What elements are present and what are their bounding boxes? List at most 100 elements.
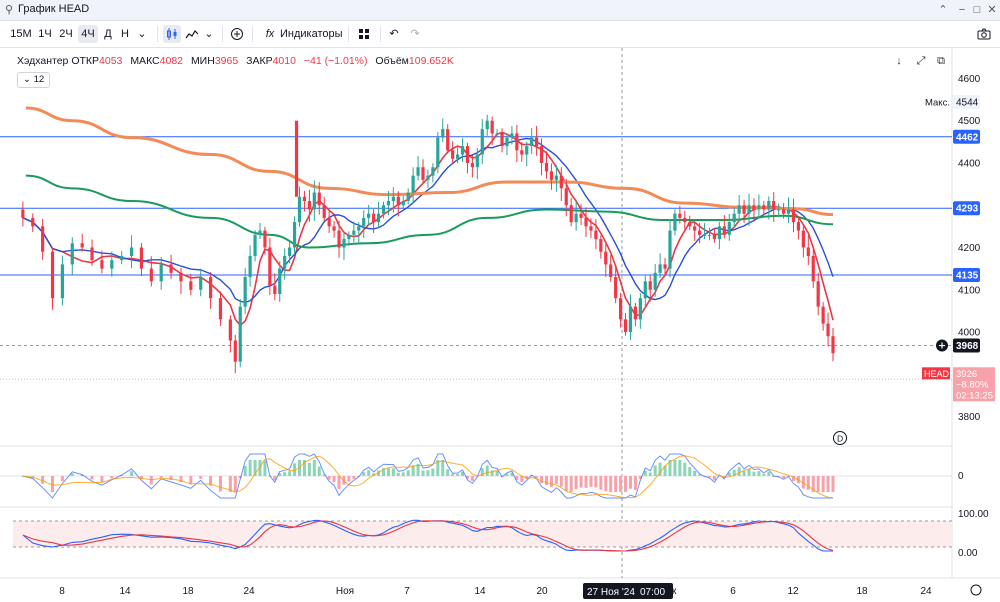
maximize-icon[interactable]: □ <box>973 4 981 16</box>
dividend-marker-icon[interactable] <box>833 431 847 445</box>
macd-histogram-bar <box>752 471 756 476</box>
level-badge <box>953 201 980 216</box>
interval-1h[interactable]: 1Ч <box>38 28 52 40</box>
candle-down <box>811 255 815 282</box>
candle-up <box>159 264 163 282</box>
candle-up <box>416 167 420 176</box>
time-tick-label: Ноя <box>336 586 354 597</box>
macd-histogram-bar <box>732 469 736 476</box>
macd-histogram-bar <box>757 471 761 476</box>
candle-up <box>455 154 460 159</box>
candle-up <box>283 255 287 269</box>
macd-histogram-bar <box>831 476 835 492</box>
interval-15m[interactable]: 15М <box>10 28 32 40</box>
interval-week[interactable]: Н <box>121 28 129 40</box>
fullscreen-icon[interactable]: ⤢ <box>916 55 926 67</box>
candle-up <box>777 209 781 211</box>
redo-icon[interactable]: ↷ <box>410 28 420 40</box>
macd-histogram-bar <box>554 476 558 484</box>
candle-down <box>559 175 563 189</box>
time-tick-label: 12 <box>787 586 799 597</box>
candle-up <box>199 277 203 290</box>
macd-histogram-bar <box>633 476 637 490</box>
candle-up <box>702 234 707 236</box>
candle-up <box>342 239 346 248</box>
candle-down <box>322 205 326 218</box>
candle-down <box>332 226 336 231</box>
candle-down <box>233 340 237 362</box>
candle-down <box>500 133 504 147</box>
toolbar-divider <box>157 26 158 42</box>
camera-icon[interactable] <box>975 25 993 43</box>
macd-histogram-bar <box>465 476 469 479</box>
fx-icon[interactable]: fx <box>265 28 275 40</box>
candle-down <box>589 226 593 231</box>
minimize-icon[interactable]: − <box>958 4 966 16</box>
candle-up <box>258 230 262 235</box>
macd-histogram-bar <box>821 476 825 492</box>
macd-histogram-bar <box>337 476 341 489</box>
interval-4h[interactable]: 4Ч <box>78 25 98 43</box>
interval-2h[interactable]: 2Ч <box>59 28 73 40</box>
macd-histogram-bar <box>688 467 692 476</box>
candle-up <box>480 129 484 155</box>
grid-icon[interactable] <box>356 25 372 43</box>
window-title: График HEAD <box>18 3 90 15</box>
stoch-d-line <box>22 520 834 552</box>
candle-down <box>821 306 825 324</box>
macd-histogram-bar <box>377 470 381 476</box>
candle-down <box>189 281 193 290</box>
candle-up <box>278 268 282 294</box>
ma-collapse-badge[interactable]: ⌄ 12 <box>17 72 51 88</box>
level-badge-label: 4135 <box>956 270 979 281</box>
candle-down <box>698 230 702 235</box>
macd-histogram-bar <box>238 476 242 479</box>
macd-histogram-bar <box>549 476 553 487</box>
restore-icon[interactable]: ⧉ <box>937 55 945 67</box>
indicators-button[interactable]: Индикаторы <box>280 28 343 40</box>
candlestick-icon[interactable] <box>163 25 181 43</box>
macd-histogram-bar <box>139 476 143 479</box>
candle-up <box>406 192 410 202</box>
line-chart-icon[interactable] <box>183 25 201 43</box>
chevron-down-icon[interactable]: ⌄ <box>204 28 214 40</box>
settings-icon[interactable] <box>970 584 982 596</box>
candle-up <box>707 234 712 236</box>
candle-up <box>673 213 677 231</box>
crosshair-price-badge <box>953 338 980 353</box>
macd-histogram-bar <box>470 476 474 481</box>
candle-down <box>663 264 667 269</box>
interval-day[interactable]: Д <box>104 28 112 40</box>
open-label: ОТКР <box>71 55 100 67</box>
high-label: МАКС <box>130 55 160 67</box>
macd-histogram-bar <box>332 476 336 483</box>
macd-histogram-bar <box>599 476 603 490</box>
candle-up <box>737 205 741 214</box>
macd-histogram-bar <box>100 476 104 483</box>
arrow-down-icon[interactable]: ↓ <box>896 55 902 67</box>
high-value: 4082 <box>159 55 184 67</box>
candle-down <box>396 196 400 206</box>
candle-down <box>752 205 756 210</box>
candle-up <box>401 201 405 206</box>
undo-icon[interactable]: ↶ <box>389 28 399 40</box>
close-icon[interactable]: ✕ <box>987 4 997 16</box>
stoch-bottom-label: 0.00 <box>958 548 978 559</box>
macd-histogram-bar <box>816 476 820 492</box>
candle-down <box>816 281 820 307</box>
candle-down <box>609 264 613 278</box>
candle-up <box>297 196 302 223</box>
search-icon[interactable]: ⚲ <box>5 4 14 16</box>
candle-up <box>530 137 534 147</box>
plus-circle-icon[interactable] <box>228 25 246 43</box>
macd-histogram-bar <box>233 476 237 492</box>
candle-up <box>431 167 435 176</box>
candle-up <box>505 137 509 147</box>
candle-down <box>139 247 144 269</box>
macd-histogram-bar <box>307 462 311 476</box>
collapse-icon[interactable]: ⌃ <box>938 4 948 16</box>
macd-histogram-bar <box>80 475 84 476</box>
macd-histogram-bar <box>495 471 499 476</box>
chevron-down-icon[interactable]: ⌄ <box>137 28 147 40</box>
